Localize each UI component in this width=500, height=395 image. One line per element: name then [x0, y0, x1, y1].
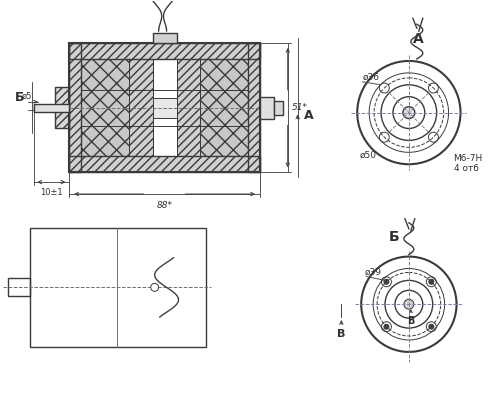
Bar — [56, 87, 70, 128]
Text: ø5: ø5 — [21, 92, 32, 101]
Bar — [34, 103, 70, 112]
Bar — [129, 59, 152, 156]
Bar — [176, 59, 201, 156]
Text: Б: Б — [388, 230, 400, 244]
Bar — [200, 59, 248, 156]
Bar — [200, 59, 248, 156]
Circle shape — [403, 107, 415, 118]
Bar — [152, 33, 176, 43]
Text: Б: Б — [15, 91, 24, 104]
Bar — [70, 43, 260, 172]
Circle shape — [384, 324, 389, 329]
Text: В: В — [337, 329, 345, 339]
Bar — [70, 43, 81, 172]
Bar — [248, 43, 260, 172]
Bar — [176, 59, 201, 156]
Text: А: А — [304, 109, 313, 122]
Text: ø50: ø50 — [359, 150, 376, 159]
Circle shape — [429, 279, 434, 284]
Bar — [30, 228, 206, 347]
Bar — [70, 43, 81, 172]
Text: А: А — [414, 32, 424, 46]
Bar — [274, 101, 283, 115]
Bar — [81, 59, 129, 156]
Bar — [81, 59, 129, 156]
Bar — [56, 87, 70, 128]
Circle shape — [384, 279, 389, 284]
Text: 4 отб: 4 отб — [454, 164, 478, 173]
Text: М6-7Н: М6-7Н — [454, 154, 483, 163]
Bar — [248, 43, 260, 172]
Text: В: В — [407, 316, 414, 326]
Bar — [152, 98, 176, 118]
Circle shape — [150, 283, 158, 292]
Text: 88*: 88* — [156, 201, 172, 210]
Bar — [70, 43, 260, 59]
Text: 10±1: 10±1 — [40, 188, 62, 197]
Bar — [70, 156, 260, 172]
Circle shape — [429, 324, 434, 329]
Text: 51*: 51* — [292, 103, 308, 112]
Text: ø36: ø36 — [362, 73, 379, 82]
Bar — [70, 43, 260, 59]
Circle shape — [404, 299, 414, 309]
Bar — [152, 33, 176, 43]
Bar — [8, 278, 30, 296]
Bar — [70, 156, 260, 172]
Bar — [129, 59, 152, 156]
Text: ø39: ø39 — [364, 267, 381, 276]
Bar — [260, 97, 274, 118]
